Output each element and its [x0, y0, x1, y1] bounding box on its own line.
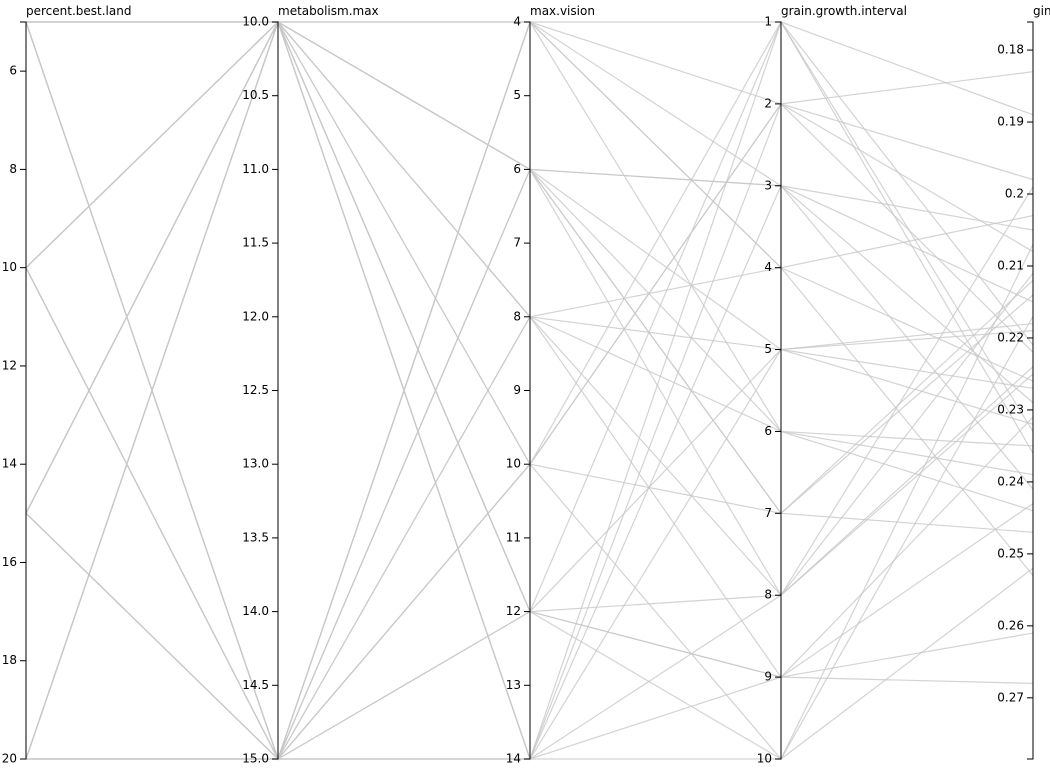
- y-tick-label: 10: [2, 260, 17, 274]
- y-tick-label: 0.23: [997, 402, 1024, 416]
- y-tick-label: 0.19: [997, 115, 1024, 129]
- y-tick-label: 12.0: [242, 309, 269, 323]
- y-tick-label: 0.2: [1005, 187, 1024, 201]
- y-tick-label: 0.25: [997, 546, 1024, 560]
- y-tick-label: 0.24: [997, 474, 1024, 488]
- y-tick-label: 6: [764, 424, 772, 438]
- y-tick-label: 14.5: [242, 678, 269, 692]
- axis-domain: [20, 21, 27, 760]
- y-tick-label: 0.22: [997, 330, 1024, 344]
- y-tick-label: 12: [506, 604, 521, 618]
- axis-title: max.vision: [530, 4, 595, 18]
- y-tick-label: 6: [9, 64, 17, 78]
- y-tick-label: 10.0: [242, 15, 269, 29]
- y-tick-label: 8: [9, 162, 17, 176]
- y-tick-label: 9: [764, 670, 772, 684]
- y-tick-label: 5: [764, 342, 772, 356]
- y-tick-label: 7: [764, 506, 772, 520]
- y-tick-label: 14.0: [242, 604, 269, 618]
- axis: 0.18 0.19 0.2 0.21 0.22 0.23 0.24 0.25 0.26 0.27 g…: [997, 4, 1050, 760]
- y-tick-label: 20: [2, 752, 17, 766]
- y-tick-label: 0.26: [997, 618, 1024, 632]
- y-tick-label: 9: [513, 383, 521, 397]
- y-tick-label: 8: [513, 309, 521, 323]
- y-tick-label: 11.0: [242, 162, 269, 176]
- y-tick-label: 4: [513, 15, 521, 29]
- axis: 10.0 10.5 11.0 11.5 12.0 12.5 13.0 13.5 14.0 14.5…: [242, 4, 378, 766]
- y-tick-label: 6: [513, 162, 521, 176]
- axis-title: gini: [1033, 4, 1050, 18]
- axis-title: grain.growth.interval: [781, 4, 907, 18]
- y-tick-label: 4: [764, 260, 772, 274]
- y-tick-label: 7: [513, 236, 521, 250]
- y-tick-label: 11: [506, 530, 521, 544]
- y-tick-label: 13.0: [242, 457, 269, 471]
- y-tick-label: 2: [764, 96, 772, 110]
- y-tick-label: 0.27: [997, 690, 1024, 704]
- axis-domain: [775, 21, 782, 760]
- axis: 6 8 10 12 14 16 18 20 percent.best.land: [2, 4, 132, 766]
- y-tick-label: 8: [764, 588, 772, 602]
- y-tick-label: 11.5: [242, 236, 269, 250]
- y-tick-label: 13: [506, 678, 521, 692]
- axis: 1 2 3 4 5 6 7 8 9 10 grain.growth.interval: [757, 4, 907, 766]
- y-tick-label: 15.0: [242, 752, 269, 766]
- axis: 4 5 6 7 8 9 10 11 12 13 14 max.vision: [506, 4, 595, 766]
- y-tick-label: 14: [506, 752, 521, 766]
- y-tick-label: 13.5: [242, 530, 269, 544]
- y-tick-label: 10: [757, 752, 772, 766]
- y-tick-label: 12.5: [242, 383, 269, 397]
- y-tick-label: 12: [2, 358, 17, 372]
- axis-domain: [1027, 21, 1034, 760]
- y-tick-label: 10: [506, 457, 521, 471]
- axis-title: metabolism.max: [278, 4, 379, 18]
- y-tick-label: 0.21: [997, 258, 1024, 272]
- y-tick-label: 0.18: [997, 43, 1024, 57]
- y-tick-label: 3: [764, 178, 772, 192]
- axis-title: percent.best.land: [26, 4, 131, 18]
- y-tick-label: 1: [764, 15, 772, 29]
- y-tick-label: 10.5: [242, 88, 269, 102]
- y-tick-label: 14: [2, 457, 17, 471]
- y-tick-label: 5: [513, 88, 521, 102]
- y-tick-label: 18: [2, 653, 17, 667]
- y-tick-label: 16: [2, 555, 17, 569]
